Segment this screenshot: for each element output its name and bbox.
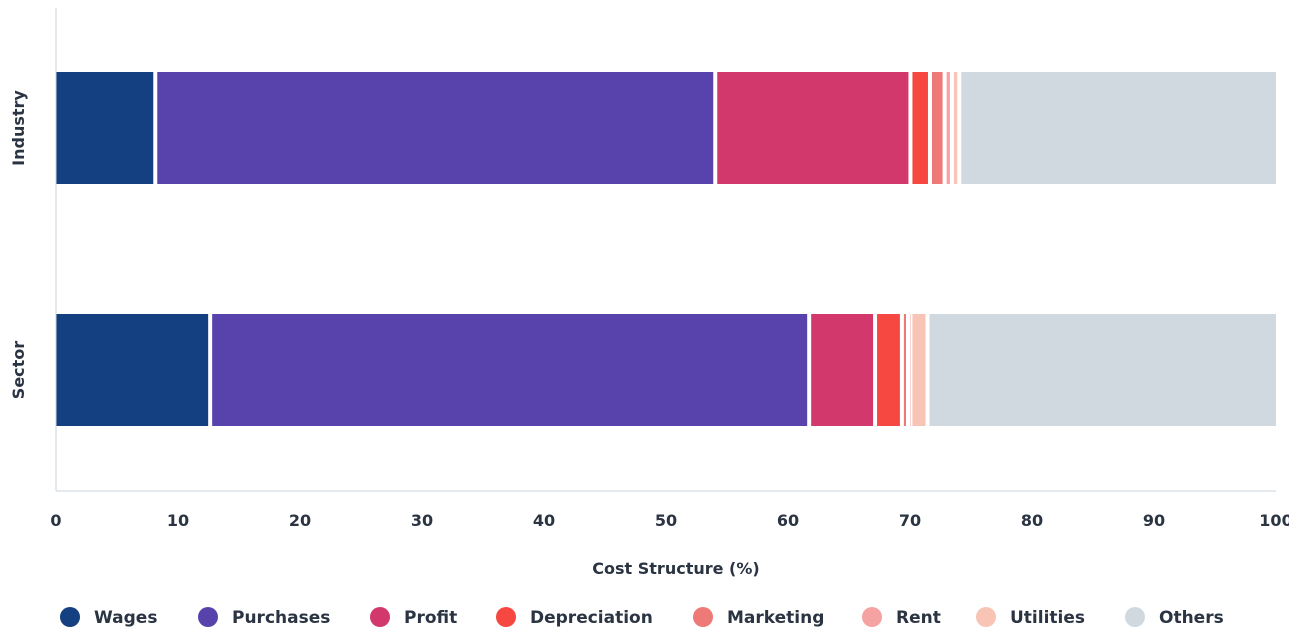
bar-sector-depreciation [877,314,900,426]
x-tick-label: 50 [655,511,677,530]
x-tick-label: 70 [899,511,921,530]
legend-label-rent: Rent [896,608,941,628]
x-tick-label: 30 [411,511,433,530]
legend-label-profit: Profit [404,608,457,628]
bar-sector-marketing [903,314,906,426]
legend-item-depreciation[interactable]: Depreciation [496,607,653,628]
bar-sector-purchases [212,314,808,426]
legend-label-depreciation: Depreciation [530,608,653,628]
legend-label-wages: Wages [94,608,157,628]
bar-sector-wages [56,314,209,426]
legend-swatch-marketing [693,607,713,627]
legend-item-rent[interactable]: Rent [862,607,941,628]
legend-swatch-utilities [976,607,996,627]
x-tick-label: 80 [1021,511,1043,530]
legend-swatch-rent [862,607,882,627]
bar-industry-marketing [931,72,943,184]
x-tick-label: 20 [289,511,311,530]
bar-industry-profit [717,72,909,184]
legend-swatch-purchases [198,607,218,627]
category-label-industry: Industry [9,90,28,166]
legend-item-marketing[interactable]: Marketing [693,607,824,628]
bars-layer [56,72,1276,426]
category-label-sector: Sector [9,341,28,400]
x-tick-labels: 0 10 20 30 40 50 60 70 80 90 100 [50,511,1289,530]
x-axis-title: Cost Structure (%) [592,559,759,578]
legend: Wages Purchases Profit Depreciation Marketin… [60,607,1224,628]
bar-industry-others [961,72,1276,184]
legend-swatch-others [1125,607,1145,627]
x-tick-label: 40 [533,511,555,530]
bar-sector-utilities [912,314,926,426]
x-tick-label: 0 [50,511,61,530]
x-tick-label: 90 [1143,511,1165,530]
legend-label-utilities: Utilities [1010,608,1085,628]
legend-label-marketing: Marketing [727,608,824,628]
bar-industry-depreciation [912,72,928,184]
bar-industry-wages [56,72,154,184]
bar-sector-profit [811,314,874,426]
legend-swatch-profit [370,607,390,627]
legend-item-profit[interactable]: Profit [370,607,457,628]
bar-sector-others [929,314,1276,426]
legend-label-others: Others [1159,608,1224,628]
category-labels: Industry Sector [9,90,28,400]
legend-label-purchases: Purchases [232,608,330,628]
x-tick-label: 100 [1259,511,1289,530]
bar-industry-rent [946,72,950,184]
bar-sector-rent [910,314,911,426]
x-tick-label: 60 [777,511,799,530]
legend-item-wages[interactable]: Wages [60,607,157,628]
legend-item-purchases[interactable]: Purchases [198,607,330,628]
legend-swatch-depreciation [496,607,516,627]
x-tick-label: 10 [167,511,189,530]
bar-industry-purchases [157,72,714,184]
legend-item-utilities[interactable]: Utilities [976,607,1085,628]
bar-industry-utilities [953,72,958,184]
legend-swatch-wages [60,607,80,627]
legend-item-others[interactable]: Others [1125,607,1224,628]
